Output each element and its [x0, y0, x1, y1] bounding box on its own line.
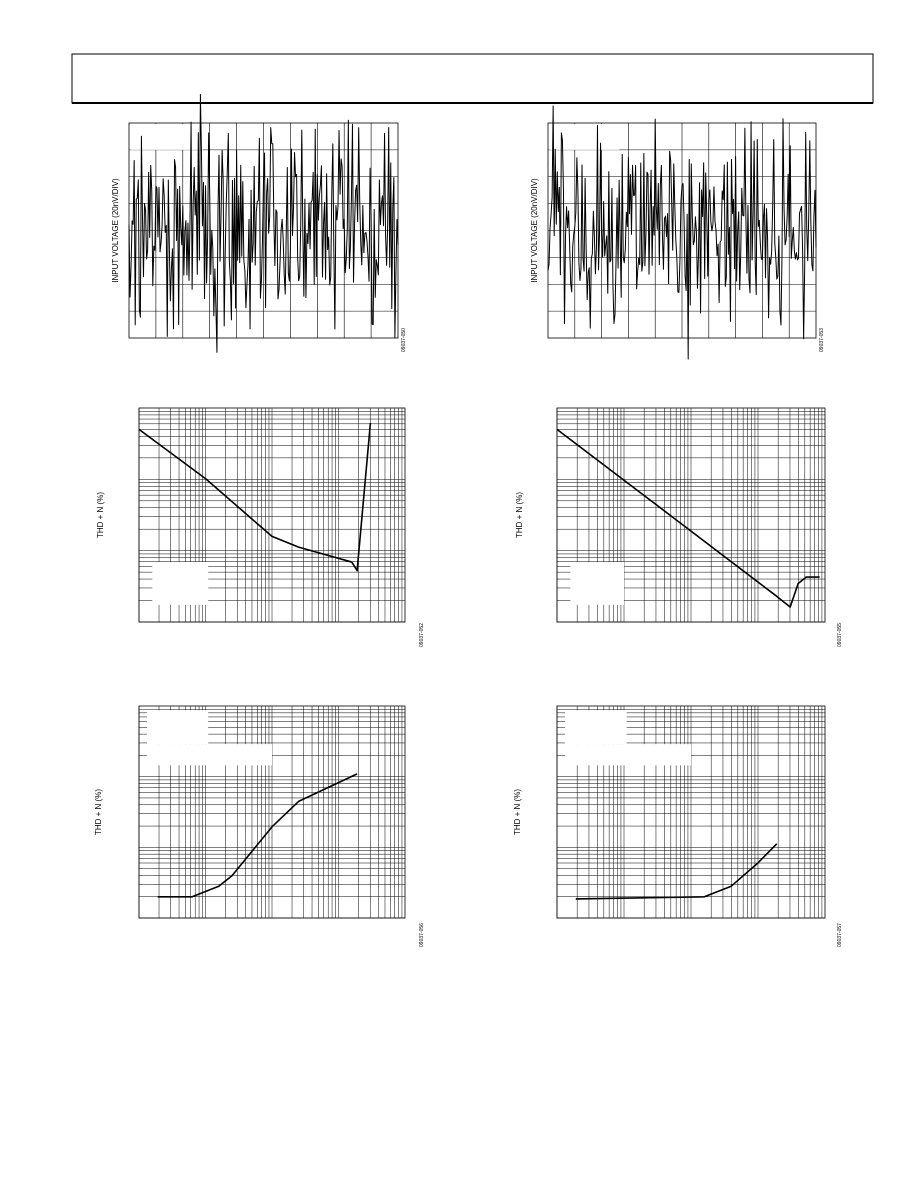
legend-box	[549, 124, 620, 150]
plot-frame	[138, 705, 406, 919]
legend-box	[565, 710, 627, 745]
figure: INPUT VOLTAGE (20nV/DIV) 09037-053	[530, 105, 825, 360]
y-axis-label: THD + N (%)	[96, 492, 105, 538]
y-axis-label: THD + N (%)	[94, 789, 103, 835]
trace	[128, 93, 399, 353]
legend-box	[565, 744, 691, 766]
trace	[547, 105, 817, 360]
trace	[556, 428, 820, 608]
figure: THD + N (%) 09037-055	[515, 407, 843, 647]
figure-id: 09037-057	[837, 923, 843, 947]
figure-id: 09037-052	[419, 623, 425, 647]
figure: THD + N (%) 09037-052	[96, 407, 425, 647]
trace	[138, 422, 372, 572]
plot-frame	[556, 705, 826, 919]
figure-id: 09037-053	[819, 328, 825, 352]
plot-frame	[138, 407, 406, 623]
trace	[157, 773, 358, 898]
figure-id: 09037-055	[837, 623, 843, 647]
legend-box	[152, 562, 209, 605]
figure: THD + N (%) 09037-056	[94, 705, 425, 947]
legend-box	[146, 710, 209, 745]
figure: THD + N (%) 09037-057	[513, 705, 843, 947]
header-box	[71, 53, 874, 104]
legend-box	[570, 562, 624, 605]
figure-id: 09037-050	[401, 328, 407, 352]
legend-box	[146, 744, 272, 766]
plot-frame	[556, 407, 826, 623]
y-axis-label: INPUT VOLTAGE (20nV/DIV)	[530, 178, 539, 283]
trace	[575, 843, 778, 900]
y-axis-label: THD + N (%)	[515, 492, 524, 538]
y-axis-label: THD + N (%)	[513, 789, 522, 835]
figure-id: 09037-056	[419, 923, 425, 947]
figure: INPUT VOLTAGE (20nV/DIV) 09037-050	[111, 93, 407, 353]
y-axis-label: INPUT VOLTAGE (20nV/DIV)	[111, 178, 120, 283]
